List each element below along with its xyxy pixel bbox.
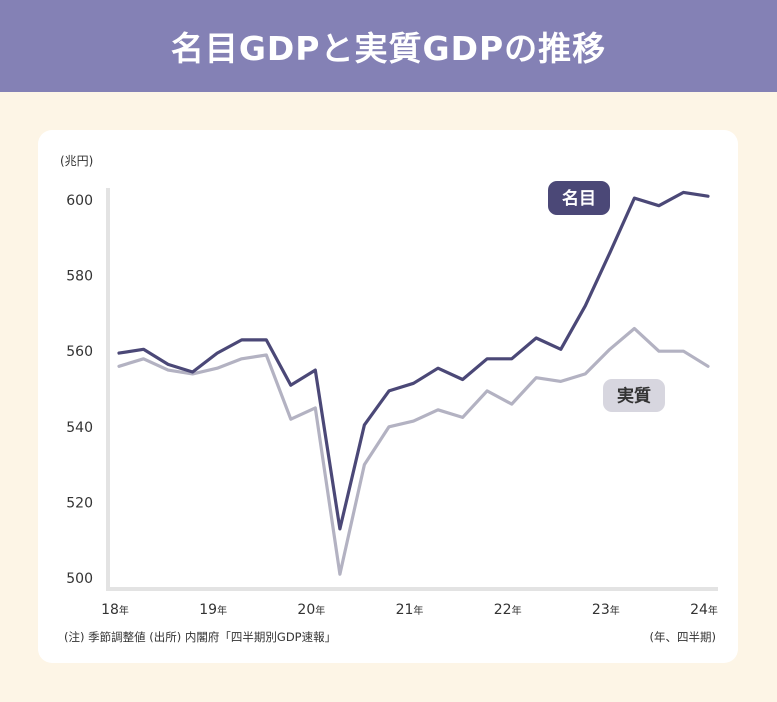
x-tick-label: 22年 <box>494 602 522 618</box>
y-tick-label: 580 <box>66 269 93 285</box>
y-unit-label: (兆円) <box>60 154 93 168</box>
x-tick-label: 23年 <box>592 602 620 618</box>
real-gdp-line <box>117 326 710 576</box>
real-series-label-text: 実質 <box>617 386 651 407</box>
y-tick-label: 560 <box>66 344 93 360</box>
period-note: (年、四半期) <box>650 630 716 644</box>
x-tick-label: 18年 <box>101 602 129 618</box>
nominal-series-label-bg <box>548 181 610 215</box>
y-tick-label: 540 <box>66 420 93 436</box>
y-tick-label: 500 <box>66 571 93 587</box>
x-tick-label: 19年 <box>199 602 227 618</box>
real-series-label-bg <box>603 379 665 412</box>
y-tick-label: 600 <box>66 193 93 209</box>
title-banner: 名目GDPと実質GDPの推移 <box>0 0 777 92</box>
nominal-series-label: 名目 <box>548 181 610 215</box>
chart-title: 名目GDPと実質GDPの推移 <box>170 29 607 68</box>
x-tick-label: 24年 <box>690 602 718 618</box>
real-series-label: 実質 <box>603 379 665 412</box>
y-tick-label: 520 <box>66 495 93 511</box>
source-note: (注) 季節調整値 (出所) 内閣府「四半期別GDP速報」 <box>64 630 336 644</box>
nominal-gdp-line <box>117 190 710 531</box>
nominal-series-label-text: 名目 <box>562 188 596 209</box>
x-tick-label: 20年 <box>297 602 325 618</box>
x-tick-label: 21年 <box>396 602 424 618</box>
